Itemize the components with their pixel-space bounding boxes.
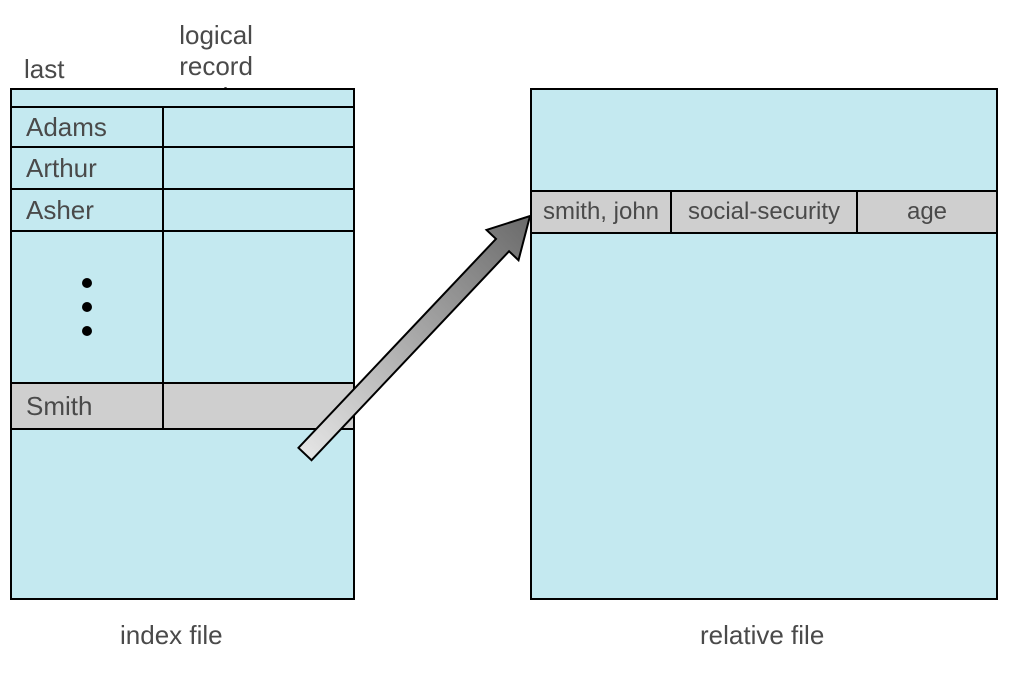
index-row-smith: Smith	[12, 382, 353, 430]
record-cell-ssn: social-security	[672, 192, 858, 232]
index-file-box: Adams Arthur Asher Smith	[10, 88, 355, 600]
record-cell-age: age	[858, 192, 996, 232]
diagram-root: last name logical record number Adams Ar…	[0, 0, 1024, 690]
ellipsis-col	[12, 232, 164, 382]
header-col2-line1: logical record	[172, 20, 260, 82]
ellipsis-col2	[164, 232, 353, 382]
index-row: Asher	[12, 190, 353, 232]
index-cell-name: Asher	[12, 190, 164, 230]
index-row: Adams	[12, 106, 353, 148]
index-cell-num	[164, 384, 353, 428]
dot-icon	[82, 302, 92, 312]
index-row: Arthur	[12, 148, 353, 190]
index-cell-name: Smith	[12, 384, 164, 428]
relative-file-label: relative file	[700, 620, 824, 651]
dot-icon	[82, 278, 92, 288]
record-row: smith, john social-security age	[532, 190, 996, 234]
relative-file-box: smith, john social-security age	[530, 88, 998, 600]
index-cell-name: Adams	[12, 108, 164, 146]
index-cell-num	[164, 190, 353, 230]
index-cell-num	[164, 148, 353, 188]
index-cell-num	[164, 108, 353, 146]
dot-icon	[82, 326, 92, 336]
index-cell-name: Arthur	[12, 148, 164, 188]
record-cell-name: smith, john	[532, 192, 672, 232]
index-file-label: index file	[120, 620, 223, 651]
ellipsis-area	[12, 232, 353, 382]
